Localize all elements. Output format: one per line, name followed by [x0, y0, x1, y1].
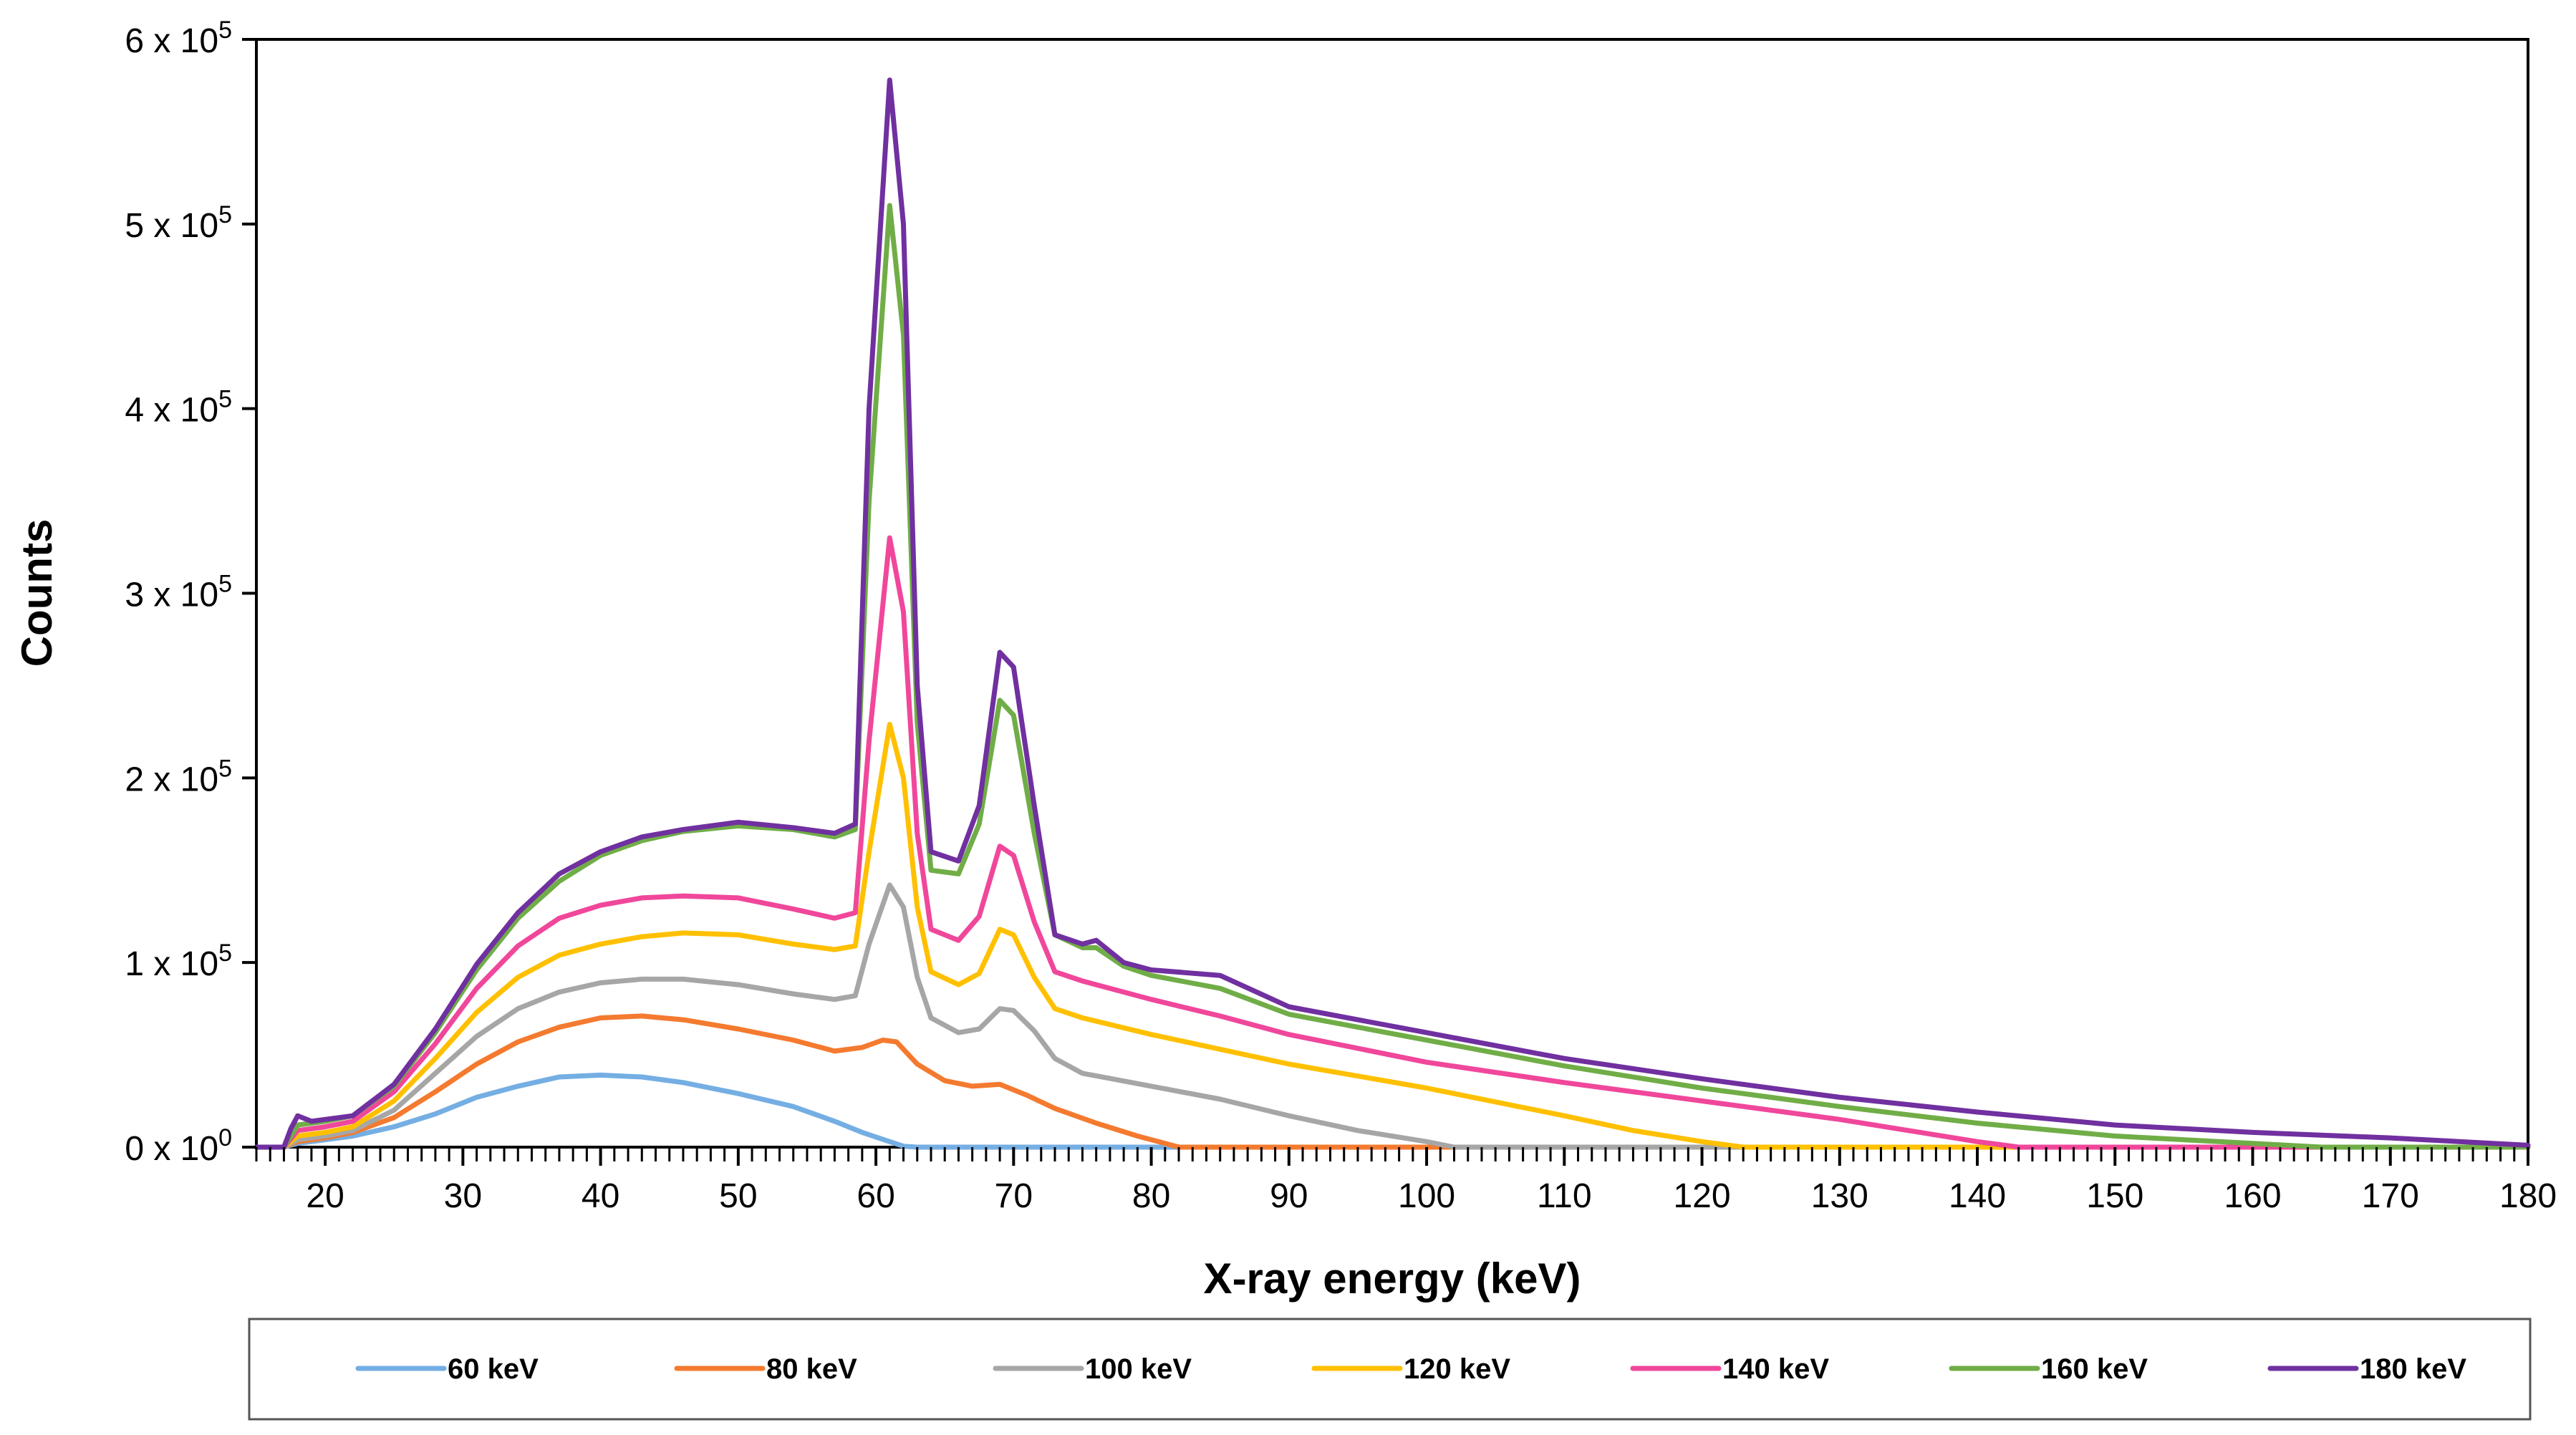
- x-tick-label: 150: [2086, 1177, 2143, 1215]
- legend-label-5: 160 keV: [2041, 1353, 2148, 1385]
- y-axis-ticks: 0 x 100 1 x 105 2 x 105 3 x 105 4 x 105 5 x 1…: [125, 16, 256, 1168]
- x-tick-label: 130: [1811, 1177, 1868, 1215]
- x-axis-ticks: 20 30 40 50 60 70 80 90 100 110 120 130 140 150 160 170…: [255, 1147, 2557, 1215]
- y-tick-label: 4 x 105: [125, 386, 232, 430]
- legend: 60 keV 80 keV 100 keV 120 keV 140 keV 160 keV…: [355, 1353, 2466, 1385]
- x-tick-label: 100: [1398, 1177, 1455, 1215]
- x-tick-label: 70: [995, 1177, 1033, 1215]
- x-tick-label: 60: [857, 1177, 894, 1215]
- legend-label-1: 80 keV: [766, 1353, 857, 1385]
- x-tick-label: 50: [719, 1177, 757, 1215]
- x-tick-label: 40: [582, 1177, 619, 1215]
- series-line-2: [254, 882, 2531, 1150]
- series-line-4: [254, 535, 2531, 1150]
- x-tick-label: 20: [306, 1177, 344, 1215]
- x-axis-title: X-ray energy (keV): [1204, 1255, 1581, 1303]
- x-tick-label: 180: [2499, 1177, 2557, 1215]
- x-tick-label: 110: [1537, 1177, 1592, 1215]
- x-tick-label: 120: [1673, 1177, 1730, 1215]
- series-line-1: [254, 1013, 2531, 1150]
- y-tick-label: 5 x 105: [125, 201, 232, 245]
- series-layer: [254, 77, 2531, 1150]
- x-tick-label: 90: [1270, 1177, 1308, 1215]
- series-line-6: [254, 77, 2531, 1150]
- plot-frame: [255, 38, 2529, 1149]
- legend-label-0: 60 keV: [448, 1353, 539, 1385]
- y-tick-label: 2 x 105: [125, 755, 232, 798]
- x-tick-label: 140: [1949, 1177, 2006, 1215]
- x-tick-label: 170: [2362, 1177, 2419, 1215]
- series-line-5: [254, 203, 2531, 1150]
- y-tick-label: 6 x 105: [125, 16, 232, 60]
- legend-label-3: 120 keV: [1404, 1353, 1510, 1385]
- x-tick-label: 80: [1132, 1177, 1170, 1215]
- legend-label-2: 100 keV: [1085, 1353, 1192, 1385]
- x-tick-label: 160: [2224, 1177, 2281, 1215]
- legend-label-6: 180 keV: [2360, 1353, 2466, 1385]
- y-tick-label: 3 x 105: [125, 571, 232, 614]
- y-tick-label: 0 x 100: [125, 1124, 232, 1168]
- legend-label-4: 140 keV: [1722, 1353, 1829, 1385]
- y-tick-label: 1 x 105: [125, 939, 232, 983]
- series-line-3: [254, 722, 2531, 1150]
- y-axis-title: Counts: [13, 519, 61, 667]
- x-tick-label: 30: [444, 1177, 482, 1215]
